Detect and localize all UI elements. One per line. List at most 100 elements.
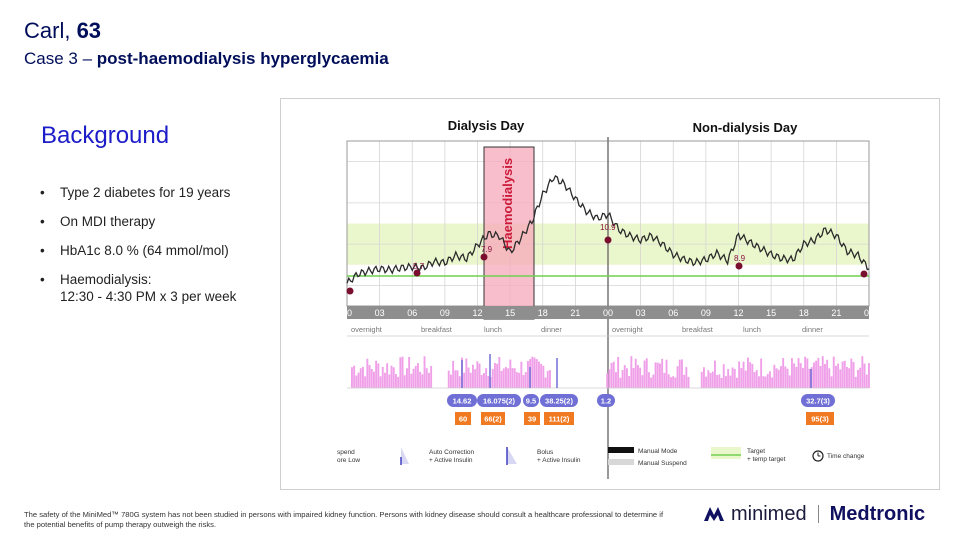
basal-bar: [769, 371, 771, 388]
basal-bar: [846, 367, 848, 388]
basal-bar: [784, 366, 787, 388]
basal-bar: [751, 363, 754, 388]
basal-bar: [793, 363, 796, 388]
sg-marker: [735, 262, 743, 270]
patient-age: 63: [76, 18, 102, 43]
basal-bar: [736, 377, 738, 388]
basal-bar: [518, 372, 521, 388]
basal-insulin-bars: [351, 356, 870, 388]
basal-bar: [483, 373, 485, 388]
cgm-report-chart: Haemodialysis 5.7 7.9 10.9 8.9 Dialysis …: [337, 118, 874, 479]
basal-bar: [542, 365, 545, 388]
basal-bar: [654, 362, 657, 388]
bolus-icon: [507, 447, 517, 464]
basal-bar: [498, 357, 501, 388]
basal-bar: [630, 356, 633, 388]
sg-marker-label: 8.9: [734, 254, 746, 263]
basal-bar: [397, 376, 400, 388]
time-tick-label: 21: [570, 308, 580, 318]
basal-bar: [848, 368, 851, 388]
time-tick-label: 06: [668, 308, 678, 318]
time-tick-label: 12: [733, 308, 743, 318]
meal-label: dinner: [802, 325, 823, 334]
bolus-label: 1.2: [601, 397, 611, 406]
case-title: Case 3 – post-haemodialysis hyperglycaem…: [24, 49, 389, 69]
basal-bar: [544, 377, 547, 388]
bolus-markers: 14.62 16.075(2) 9.5 38.25(2) 1.2 32.7(3): [447, 394, 835, 407]
basal-bar: [797, 358, 800, 388]
basal-bar: [487, 376, 490, 388]
basal-bar: [379, 376, 382, 388]
basal-bar: [659, 363, 661, 388]
basal-bar: [421, 374, 424, 388]
meal-label: overnight: [612, 325, 644, 334]
time-tick-label: 21: [831, 308, 841, 318]
time-tick-label: 15: [505, 308, 515, 318]
legend-manual-suspend: Manual Suspend: [638, 460, 687, 467]
basal-bar: [859, 367, 862, 388]
patient-title: Carl, 63: [24, 18, 101, 44]
basal-bar: [357, 372, 360, 388]
sg-marker: [604, 236, 612, 244]
basal-bar: [788, 375, 791, 388]
bolus-ticks: [461, 354, 812, 388]
basal-bar: [403, 375, 406, 388]
bullet-text: Haemodialysis:: [60, 272, 152, 287]
dialysis-schedule: 12:30 - 4:30 PM x 3 per week: [60, 289, 237, 304]
basal-bar: [773, 364, 776, 388]
basal-bar: [830, 376, 833, 388]
basal-bar: [381, 367, 384, 388]
carb-markers: 60 66(2) 39 111(2) 95(3): [455, 412, 834, 425]
basal-bar: [777, 369, 780, 388]
basal-bar: [782, 358, 785, 388]
time-tick-label: 15: [766, 308, 776, 318]
basal-bar: [678, 359, 681, 388]
sg-marker: [860, 270, 868, 278]
basal-bar: [480, 375, 483, 388]
basal-bar: [806, 358, 809, 388]
basal-bar: [648, 372, 650, 388]
legend-autocorr: + Active Insulin: [429, 457, 473, 464]
minimed-logo-icon: [704, 507, 724, 521]
bullet-item: Type 2 diabetes for 19 years: [40, 184, 236, 201]
basal-bar: [744, 370, 747, 388]
basal-bar: [722, 364, 725, 388]
basal-bar: [733, 368, 736, 388]
bolus-label: 32.7(3): [806, 397, 830, 406]
basal-bar: [632, 368, 635, 388]
auto-correction-icon: [401, 447, 409, 464]
basal-bar: [454, 370, 457, 388]
basal-bar: [608, 369, 611, 388]
bullet-item: On MDI therapy: [40, 213, 236, 230]
legend-target: + temp target: [747, 456, 786, 463]
basal-bar: [386, 363, 389, 388]
carb-label: 95(3): [811, 415, 829, 424]
basal-bar: [425, 368, 428, 388]
legend-suspend: ore Low: [337, 457, 360, 464]
basal-bar: [762, 376, 765, 388]
basal-bar: [815, 360, 818, 388]
basal-bar: [384, 372, 386, 388]
basal-bar: [472, 364, 474, 388]
case-prefix: Case 3 –: [24, 49, 97, 68]
basal-bar: [720, 378, 723, 388]
basal-bar: [766, 373, 769, 388]
sg-marker: [413, 269, 421, 277]
basal-bar: [366, 358, 369, 388]
basal-bar: [857, 369, 859, 388]
time-tick-label: 00: [342, 308, 352, 318]
basal-bar: [683, 374, 686, 388]
basal-bar: [802, 367, 804, 388]
basal-bar: [626, 368, 628, 388]
basal-bar: [687, 376, 690, 388]
bullet-item: Haemodialysis: 12:30 - 4:30 PM x 3 per we…: [40, 271, 236, 305]
basal-bar: [456, 370, 459, 388]
basal-bar: [731, 367, 734, 388]
basal-bar: [463, 372, 466, 388]
sg-markers: [346, 236, 868, 295]
basal-bar: [718, 374, 721, 388]
basal-bar: [747, 357, 749, 388]
basal-bar: [854, 376, 857, 388]
basal-bar: [351, 367, 353, 388]
time-tick-label: 03: [375, 308, 385, 318]
